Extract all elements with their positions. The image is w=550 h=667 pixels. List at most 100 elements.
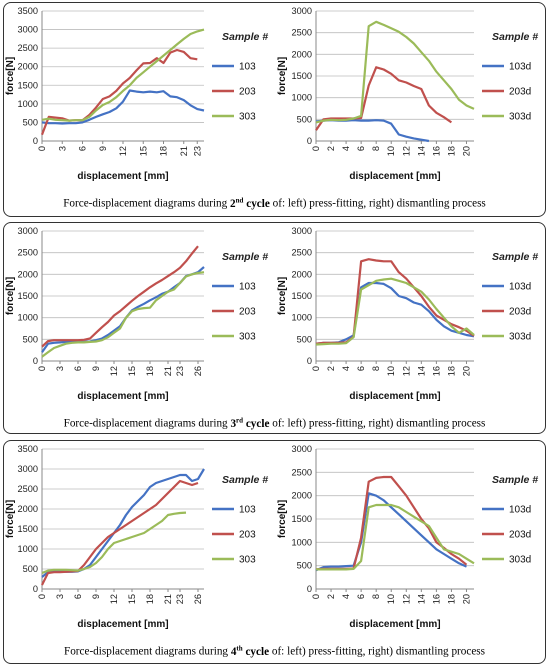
series-line-203 [40,48,198,136]
y-tick-label: 1000 [292,537,312,547]
x-tick-label: 14 [416,594,426,604]
y-tick-label: 1500 [292,514,312,524]
chart-press-fitting-cycle-4: 0 500 1000 1500 2000 2500 3000 3500 0 3 6 9 12 15 18 21… [5,444,268,630]
x-tick-label: 12 [401,594,411,604]
y-tick-label: 0 [33,356,38,366]
x-tick-label: 15 [127,594,137,604]
legend-label: 203 [239,530,256,541]
legend-label: 303 [239,112,256,123]
x-tick-label: 0 [37,366,47,371]
x-tick-label: 8 [371,146,381,151]
x-tick-label: 18 [446,146,456,156]
y-tick-label: 1500 [18,80,38,90]
y-tick-label: 1500 [292,71,312,81]
x-tick-label: 3 [55,594,65,599]
y-axis-label: force[N] [277,57,288,95]
x-tick-label: 15 [127,366,137,376]
x-axis-label: displacement [mm] [349,171,440,182]
y-tick-label: 1500 [18,291,38,301]
x-axis-label: displacement [mm] [77,619,168,630]
x-tick-label: 21 [163,366,173,376]
x-tick-label: 16 [431,594,441,604]
x-tick-label: 16 [431,366,441,376]
y-axis-label: force[N] [5,57,16,95]
x-tick-label: 0 [37,146,47,151]
x-tick-label: 14 [416,146,426,156]
x-tick-label: 12 [109,366,119,376]
y-tick-label: 500 [23,564,38,574]
legend-title: Sample # [222,474,268,486]
y-tick-label: 2000 [292,269,312,279]
series-line-203d [315,66,453,131]
y-tick-label: 500 [297,561,312,571]
series-line-303 [41,511,187,575]
y-tick-label: 3000 [292,444,312,454]
x-axis-label: displacement [mm] [349,391,440,402]
legend-label: 303d [509,112,531,123]
y-tick-label: 3000 [18,226,38,236]
x-tick-label: 12 [118,146,128,156]
legend-label: 103d [509,282,531,293]
y-tick-label: 0 [33,136,38,146]
y-tick-label: 0 [307,136,312,146]
legend-label: 303d [509,332,531,343]
x-tick-label: 20 [461,594,471,604]
y-tick-label: 2000 [18,62,38,72]
x-tick-label: 0 [311,594,321,599]
x-tick-label: 12 [401,146,411,156]
legend-title: Sample # [492,251,538,263]
y-tick-label: 2000 [18,269,38,279]
y-axis-label: force[N] [277,277,288,315]
x-tick-label: 9 [91,594,101,599]
x-tick-label: 10 [386,146,396,156]
series-line-103d [315,492,467,572]
x-tick-label: 12 [401,366,411,376]
y-tick-label: 2500 [18,43,38,53]
y-tick-label: 2500 [292,248,312,258]
x-tick-label: 4 [341,594,351,599]
y-tick-label: 0 [307,584,312,594]
y-tick-label: 500 [297,114,312,124]
x-tick-label: 10 [386,366,396,376]
figure-caption: Force-displacement diagrams during 3rd c… [63,416,486,430]
y-tick-label: 2500 [18,248,38,258]
figure-caption: Force-displacement diagrams during 4th c… [63,644,486,658]
legend-label: 103 [239,282,256,293]
legend-label: 203 [239,307,256,318]
y-tick-label: 1000 [292,313,312,323]
legend-label: 103 [239,505,256,516]
y-tick-label: 3000 [18,25,38,35]
legend-title: Sample # [492,31,538,43]
y-tick-label: 1000 [18,99,38,109]
y-tick-label: 1000 [18,544,38,554]
y-tick-label: 1500 [292,291,312,301]
series-line-203d [315,475,468,571]
x-tick-label: 26 [193,594,203,604]
legend-label: 303 [239,555,256,566]
y-tick-label: 2000 [18,504,38,514]
x-tick-label: 18 [446,366,456,376]
x-tick-label: 6 [356,146,366,151]
x-tick-label: 10 [386,594,396,604]
x-axis-label: displacement [mm] [77,171,168,182]
series-line-103 [41,89,205,125]
x-axis-label: displacement [mm] [349,619,440,630]
x-axis-label: displacement [mm] [77,391,168,402]
y-tick-label: 3000 [18,464,38,474]
series-line-303 [41,271,205,358]
x-tick-label: 26 [193,366,203,376]
x-tick-label: 9 [91,366,101,371]
y-tick-label: 2500 [292,467,312,477]
x-tick-label: 4 [341,366,351,371]
x-tick-label: 15 [138,146,148,156]
legend-label: 203d [509,87,531,98]
x-tick-label: 8 [371,594,381,599]
x-tick-label: 6 [73,594,83,599]
cycle-2-panel: 0 500 1000 1500 2000 2500 3000 3500 0 3 6 9 12 15 18 21… [3,2,546,217]
legend-label: 203d [509,307,531,318]
x-tick-label: 21 [179,146,189,156]
x-tick-label: 2 [326,366,336,371]
y-tick-label: 3500 [18,6,38,16]
cycle-4-panel: 0 500 1000 1500 2000 2500 3000 3500 0 3 6 9 12 15 18 21… [3,440,546,664]
